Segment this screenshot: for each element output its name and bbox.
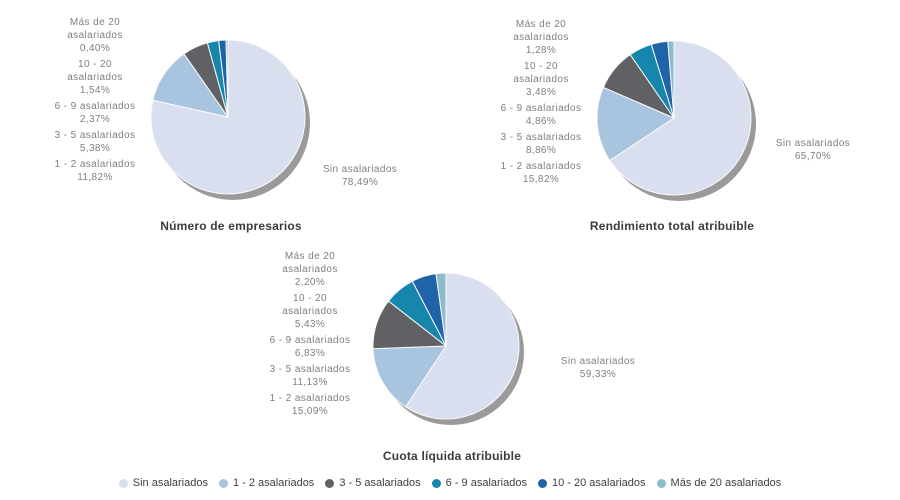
side-label-cuota-liquida-atribuible: Sin asalariados 59,33% xyxy=(561,355,635,381)
slice-callout-value: 5,43% xyxy=(294,319,326,330)
left-labels-numero-de-empresarios: Más de 20 asalariados 0,40% 10 - 20 asalar… xyxy=(40,16,150,184)
legend-label: 3 - 5 asalariados xyxy=(339,477,421,489)
slice-callout-label: 6 - 9 asalariados xyxy=(500,103,582,114)
slice-callout-6-9-asalariados: 6 - 9 asalariados 6,83% xyxy=(255,334,365,360)
legend: Sin asalariados 1 - 2 asalariados 3 - 5 as… xyxy=(0,477,900,489)
legend-swatch-mas-de-20-asalariados-icon xyxy=(656,478,666,488)
slice-callout-label: 3 - 5 asalariados xyxy=(54,130,136,141)
legend-label: 1 - 2 asalariados xyxy=(232,477,315,489)
slice-callout-label: 3 - 5 asalariados xyxy=(500,132,582,143)
slice-callout-label: 10 - 20 asalariados xyxy=(513,61,569,85)
slice-callout-3-5-asalariados: 3 - 5 asalariados 8,86% xyxy=(486,131,596,157)
pie-slice-sin-asalariados xyxy=(609,40,752,196)
legend-item-3-5-asalariados: 3 - 5 asalariados xyxy=(325,477,421,489)
legend-swatch-sin-asalariados-icon xyxy=(118,478,128,488)
slice-callout-value: 2,37% xyxy=(79,114,111,125)
chart-title-numero-de-empresarios: Número de empresarios xyxy=(160,219,302,233)
slice-callout-value: 65,70% xyxy=(794,151,832,162)
slice-callout-label: 1 - 2 asalariados xyxy=(500,161,582,172)
pie-slice-1-2-asalariados xyxy=(372,345,447,408)
side-label-rendimiento-total-atribuible: Sin asalariados 65,70% xyxy=(776,137,850,163)
slice-callout-label: Más de 20 asalariados xyxy=(67,17,123,41)
slice-callout-mas-de-20-asalariados: Más de 20 asalariados 1,28% xyxy=(486,18,596,57)
slice-callout-mas-de-20-asalariados: Más de 20 asalariados 2,20% xyxy=(255,250,365,289)
slice-callout-label: Más de 20 asalariados xyxy=(282,251,338,275)
slice-callout-6-9-asalariados: 6 - 9 asalariados 2,37% xyxy=(40,100,150,126)
slice-callout-10-20-asalariados: 10 - 20 asalariados 1,54% xyxy=(40,58,150,97)
slice-callout-mas-de-20-asalariados: Más de 20 asalariados 0,40% xyxy=(40,16,150,55)
slice-callout-1-2-asalariados: 1 - 2 asalariados 15,82% xyxy=(486,160,596,186)
slice-callout-label: 6 - 9 asalariados xyxy=(269,335,351,346)
pie-slice-sin-asalariados xyxy=(404,272,520,420)
slice-callout-label: 1 - 2 asalariados xyxy=(269,393,351,404)
legend-swatch-3-5-asalariados-icon xyxy=(325,478,335,488)
slice-callout-label: Sin asalariados xyxy=(322,164,398,175)
slice-callout-10-20-asalariados: 10 - 20 asalariados 3,48% xyxy=(486,60,596,99)
slice-callout-6-9-asalariados: 6 - 9 asalariados 4,86% xyxy=(486,102,596,128)
slice-callout-label: 10 - 20 asalariados xyxy=(67,59,123,83)
chart-title-rendimiento-total-atribuible: Rendimiento total atribuible xyxy=(589,219,755,233)
slice-callout-value: 4,86% xyxy=(525,116,557,127)
legend-item-6-9-asalariados: 6 - 9 asalariados xyxy=(431,477,527,489)
chart-title-cuota-liquida-atribuible: Cuota líquida atribuible xyxy=(382,449,522,463)
slice-callout-label: 6 - 9 asalariados xyxy=(54,101,136,112)
legend-swatch-1-2-asalariados-icon xyxy=(218,478,228,488)
legend-label: 6 - 9 asalariados xyxy=(445,477,527,489)
slice-callout-value: 15,09% xyxy=(291,406,329,417)
legend-label: Más de 20 asalariados xyxy=(670,477,782,489)
slice-callout-value: 15,82% xyxy=(522,174,560,185)
left-labels-rendimiento-total-atribuible: Más de 20 asalariados 1,28% 10 - 20 asalar… xyxy=(486,18,596,186)
slice-callout-value: 0,40% xyxy=(79,43,111,54)
slice-callout-value: 78,49% xyxy=(341,177,379,188)
slice-callout-value: 6,83% xyxy=(294,348,326,359)
slice-callout-value: 3,48% xyxy=(525,87,557,98)
side-label-numero-de-empresarios: Sin asalariados 78,49% xyxy=(323,163,397,189)
legend-label: Sin asalariados xyxy=(132,477,208,489)
slice-callout-label: 10 - 20 asalariados xyxy=(282,293,338,317)
pie-cuota-liquida-atribuible xyxy=(372,272,524,425)
slice-callout-value: 11,13% xyxy=(292,377,328,388)
legend-item-mas-de-20-asalariados: Más de 20 asalariados xyxy=(656,477,782,489)
pie-slice-mas-de-20-asalariados xyxy=(435,272,447,347)
slice-callout-label: Sin asalariados xyxy=(775,138,851,149)
slice-callout-value: 59,33% xyxy=(579,369,617,380)
legend-swatch-6-9-asalariados-icon xyxy=(431,478,441,488)
left-labels-cuota-liquida-atribuible: Más de 20 asalariados 2,20% 10 - 20 asalar… xyxy=(255,250,365,418)
pie-slice-mas-de-20-asalariados xyxy=(667,40,675,119)
slice-callout-value: 5,38% xyxy=(79,143,111,154)
slice-callout-value: 2,20% xyxy=(294,277,326,288)
pie-rendimiento-total-atribuible xyxy=(596,40,756,201)
slice-callout-1-2-asalariados: 1 - 2 asalariados 11,82% xyxy=(40,158,150,184)
slice-callout-value: 11,82% xyxy=(77,172,113,183)
slice-callout-label: Más de 20 asalariados xyxy=(513,19,569,43)
slice-callout-3-5-asalariados: 3 - 5 asalariados 11,13% xyxy=(255,363,365,389)
slice-callout-label: 1 - 2 asalariados xyxy=(54,159,136,170)
slice-callout-value: 1,54% xyxy=(79,85,111,96)
legend-label: 10 - 20 asalariados xyxy=(551,477,646,489)
slice-callout-value: 1,28% xyxy=(525,45,557,56)
pie-slice-1-2-asalariados xyxy=(596,86,676,162)
pie-numero-de-empresarios xyxy=(150,39,310,200)
slice-callout-label: 3 - 5 asalariados xyxy=(269,364,351,375)
slice-callout-1-2-asalariados: 1 - 2 asalariados 15,09% xyxy=(255,392,365,418)
slice-callout-value: 8,86% xyxy=(525,145,557,156)
legend-item-sin-asalariados: Sin asalariados xyxy=(118,477,208,489)
legend-swatch-10-20-asalariados-icon xyxy=(537,478,547,488)
pie-slice-mas-de-20-asalariados xyxy=(225,39,229,118)
slice-callout-10-20-asalariados: 10 - 20 asalariados 5,43% xyxy=(255,292,365,331)
legend-item-10-20-asalariados: 10 - 20 asalariados xyxy=(537,477,646,489)
legend-item-1-2-asalariados: 1 - 2 asalariados xyxy=(218,477,315,489)
slice-callout-3-5-asalariados: 3 - 5 asalariados 5,38% xyxy=(40,129,150,155)
slice-callout-label: Sin asalariados xyxy=(560,356,636,367)
